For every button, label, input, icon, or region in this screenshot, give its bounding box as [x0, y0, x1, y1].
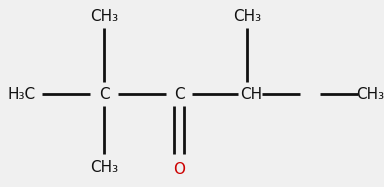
Text: CH₃: CH₃	[90, 8, 118, 24]
Text: H₃C: H₃C	[8, 87, 36, 102]
Text: C: C	[174, 87, 184, 102]
Text: CH₃: CH₃	[356, 87, 384, 102]
Text: CH: CH	[240, 87, 262, 102]
Text: CH₃: CH₃	[90, 160, 118, 176]
Text: O: O	[173, 163, 185, 177]
Text: CH₃: CH₃	[233, 8, 261, 24]
Text: C: C	[99, 87, 109, 102]
